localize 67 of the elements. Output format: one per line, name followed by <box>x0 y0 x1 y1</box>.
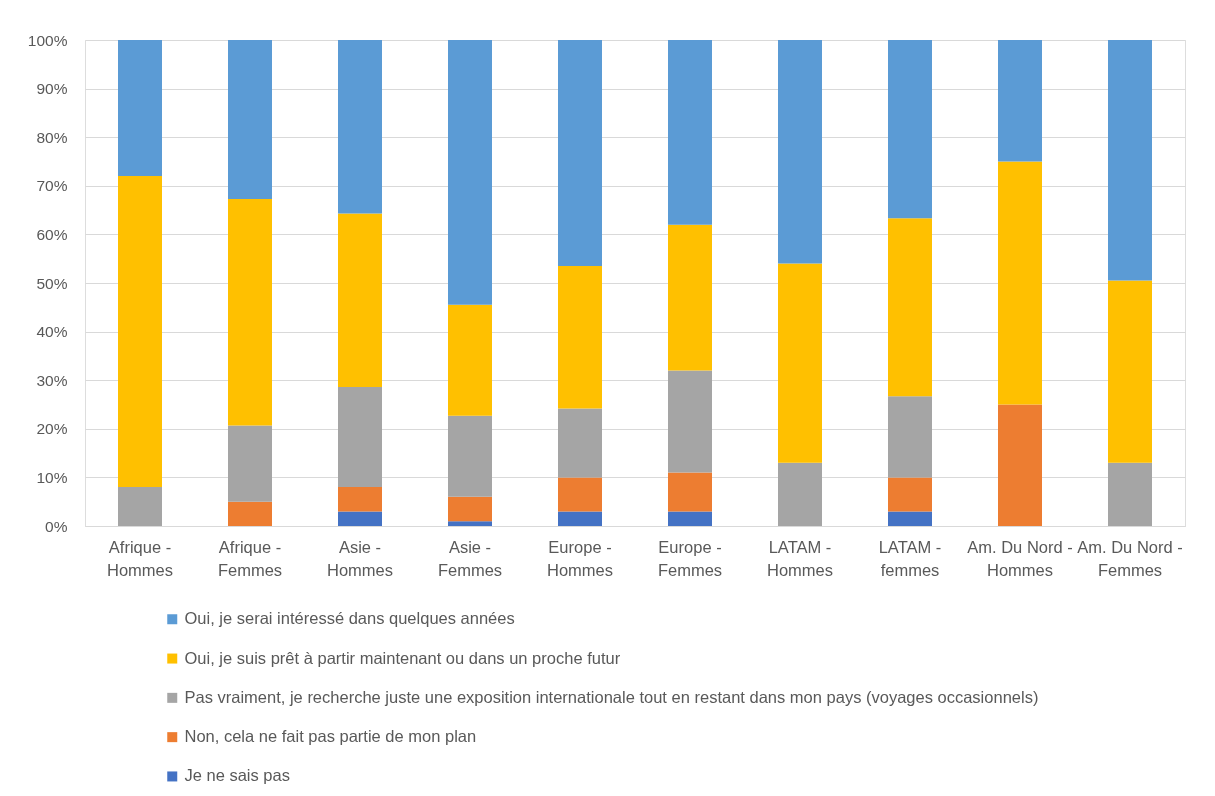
y-tick-label: 90% <box>36 80 68 98</box>
bar <box>448 521 492 526</box>
bar <box>338 387 382 488</box>
bar <box>448 496 492 522</box>
x-tick-label: Afrique - Femmes <box>217 537 283 579</box>
x-tick-label: Asie - Hommes <box>326 537 394 579</box>
y-tick-label: 50% <box>36 274 68 292</box>
bar <box>338 40 382 214</box>
bar <box>888 511 932 526</box>
bar <box>558 265 602 409</box>
bar <box>558 511 602 526</box>
bar <box>338 487 382 512</box>
y-tick-label: 70% <box>36 177 68 195</box>
x-tick-label: Europe - Femmes <box>657 537 723 579</box>
bar <box>338 213 382 387</box>
bar <box>558 477 602 512</box>
legend-label: Oui, je serai intéressé dans quelques années <box>184 609 515 628</box>
bar <box>888 40 932 219</box>
y-tick-label: 100% <box>27 31 68 49</box>
x-tick-label: Am. Du Nord - Hommes <box>967 537 1073 579</box>
bar <box>228 198 272 426</box>
y-tick-label: 0% <box>45 517 68 535</box>
x-tick-label: Am. Du Nord - Femmes <box>1077 537 1183 579</box>
bar <box>228 40 272 199</box>
y-tick-label: 40% <box>36 323 68 341</box>
bar <box>228 501 272 526</box>
legend-label: Pas vraiment, je recherche juste une exposition internationale tout en restant dans mon pays (voyages occasionnels) <box>184 687 1039 706</box>
bar <box>118 487 162 526</box>
bar <box>558 40 602 266</box>
bar <box>448 40 492 305</box>
bar <box>998 404 1042 526</box>
bar <box>448 304 492 416</box>
legend-label: Non, cela ne fait pas partie de mon plan <box>184 727 477 746</box>
bar <box>668 224 712 371</box>
bar <box>558 408 602 478</box>
bar <box>668 370 712 473</box>
y-tick-label: 30% <box>36 371 68 389</box>
bar <box>888 396 932 478</box>
bar <box>1108 462 1152 526</box>
y-tick-label: 60% <box>36 225 68 243</box>
bar <box>668 472 712 512</box>
bar <box>338 511 382 526</box>
y-tick-label: 10% <box>36 468 68 486</box>
bar <box>778 263 822 463</box>
bar <box>118 176 162 488</box>
x-tick-label: Asie - Femmes <box>437 537 503 579</box>
x-tick-label: LATAM - Hommes <box>766 537 834 579</box>
bar <box>778 40 822 264</box>
bar <box>118 40 162 177</box>
y-tick-label: 80% <box>36 128 68 146</box>
bar <box>888 218 932 397</box>
bar <box>1108 280 1152 463</box>
bar <box>998 161 1042 405</box>
bar <box>668 40 712 225</box>
bar <box>778 462 822 526</box>
x-tick-label: LATAM - femmes <box>878 537 942 579</box>
x-tick-label: Europe - Hommes <box>546 537 614 579</box>
bar <box>668 511 712 526</box>
legend-label: Oui, je suis prêt à partir maintenant ou dans un proche futur <box>184 648 621 667</box>
bar <box>228 425 272 502</box>
legend-label: Je ne sais pas <box>184 766 290 785</box>
bar <box>1108 40 1152 281</box>
bar <box>888 477 932 512</box>
x-tick-label: Afrique - Hommes <box>106 537 174 579</box>
bar <box>448 415 492 497</box>
y-tick-label: 20% <box>36 420 68 438</box>
bar <box>998 40 1042 162</box>
